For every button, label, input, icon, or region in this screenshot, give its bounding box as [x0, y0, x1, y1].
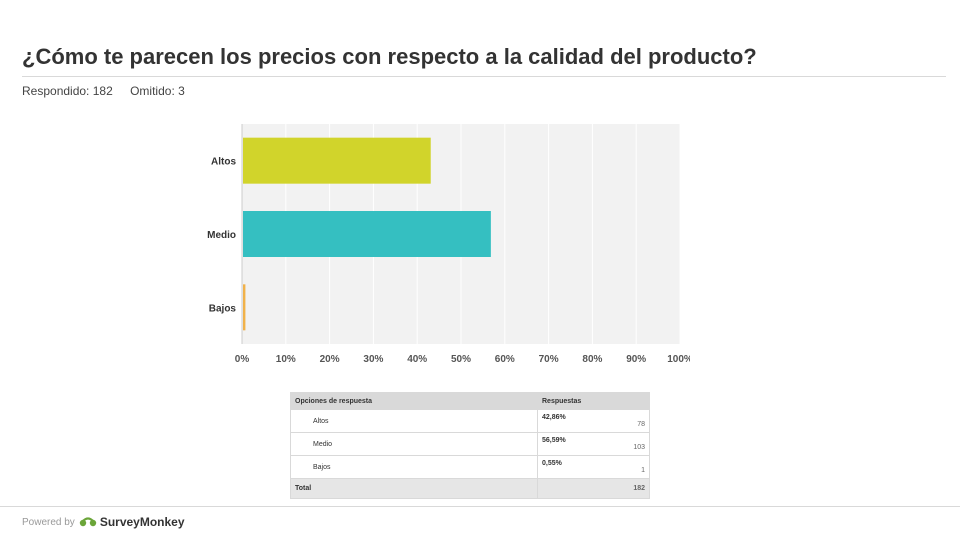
- x-tick-label: 90%: [626, 354, 646, 365]
- x-tick-label: 80%: [582, 354, 602, 365]
- row-percent: 42,86%: [542, 414, 566, 421]
- row-count: 1: [641, 467, 645, 474]
- header-options: Opciones de respuesta: [290, 392, 538, 410]
- answered-count: Respondido: 182: [22, 84, 113, 98]
- bar-medio: [243, 211, 491, 257]
- powered-by-text: Powered by: [22, 516, 75, 528]
- footer-divider: [0, 506, 960, 507]
- response-summary: Respondido: 182 Omitido: 3: [22, 84, 199, 98]
- x-tick-label: 100%: [667, 354, 690, 365]
- row-option: Bajos: [290, 455, 538, 479]
- row-percent: 0,55%: [542, 460, 562, 467]
- skipped-count: Omitido: 3: [130, 84, 185, 98]
- responses-table: Opciones de respuesta Respuestas Altos 4…: [290, 392, 650, 499]
- bar-bajos: [243, 284, 246, 331]
- row-values: 56,59% 103: [537, 432, 650, 456]
- row-count: 103: [633, 444, 645, 451]
- x-tick-label: 60%: [495, 354, 515, 365]
- brand-name: SurveyMonkey: [99, 515, 185, 529]
- x-tick-label: 50%: [451, 354, 471, 365]
- x-tick-label: 10%: [276, 354, 296, 365]
- table-row: Medio 56,59% 103: [290, 432, 650, 456]
- table-total-row: Total 182: [290, 478, 650, 499]
- total-values: 182: [537, 478, 650, 499]
- table-row: Bajos 0,55% 1: [290, 455, 650, 479]
- row-option: Medio: [290, 432, 538, 456]
- category-label: Altos: [211, 157, 236, 168]
- x-tick-label: 20%: [320, 354, 340, 365]
- table-header-row: Opciones de respuesta Respuestas: [290, 392, 650, 410]
- row-option: Altos: [290, 409, 538, 433]
- row-percent: 56,59%: [542, 437, 566, 444]
- x-tick-label: 70%: [539, 354, 559, 365]
- row-values: 42,86% 78: [537, 409, 650, 433]
- x-tick-label: 30%: [363, 354, 383, 365]
- footer: Powered by SurveyMonkey: [22, 515, 185, 529]
- title-divider: [22, 76, 946, 77]
- bar-chart: 0% 10% 20% 30% 40% 50% 60% 70% 80% 90% 100% Altos Me…: [207, 124, 690, 365]
- monkey-logo-icon: [79, 517, 97, 527]
- total-label: Total: [290, 478, 538, 499]
- x-tick-label: 0%: [235, 354, 250, 365]
- category-label: Medio: [207, 230, 236, 241]
- surveymonkey-logo: SurveyMonkey: [79, 515, 185, 529]
- bar-altos: [243, 137, 431, 184]
- row-count: 78: [637, 421, 645, 428]
- table-row: Altos 42,86% 78: [290, 409, 650, 433]
- total-count: 182: [633, 485, 645, 492]
- x-tick-label: 40%: [407, 354, 427, 365]
- category-label: Bajos: [209, 303, 237, 314]
- header-responses: Respuestas: [537, 392, 650, 410]
- page-title: ¿Cómo te parecen los precios con respect…: [22, 44, 757, 69]
- row-values: 0,55% 1: [537, 455, 650, 479]
